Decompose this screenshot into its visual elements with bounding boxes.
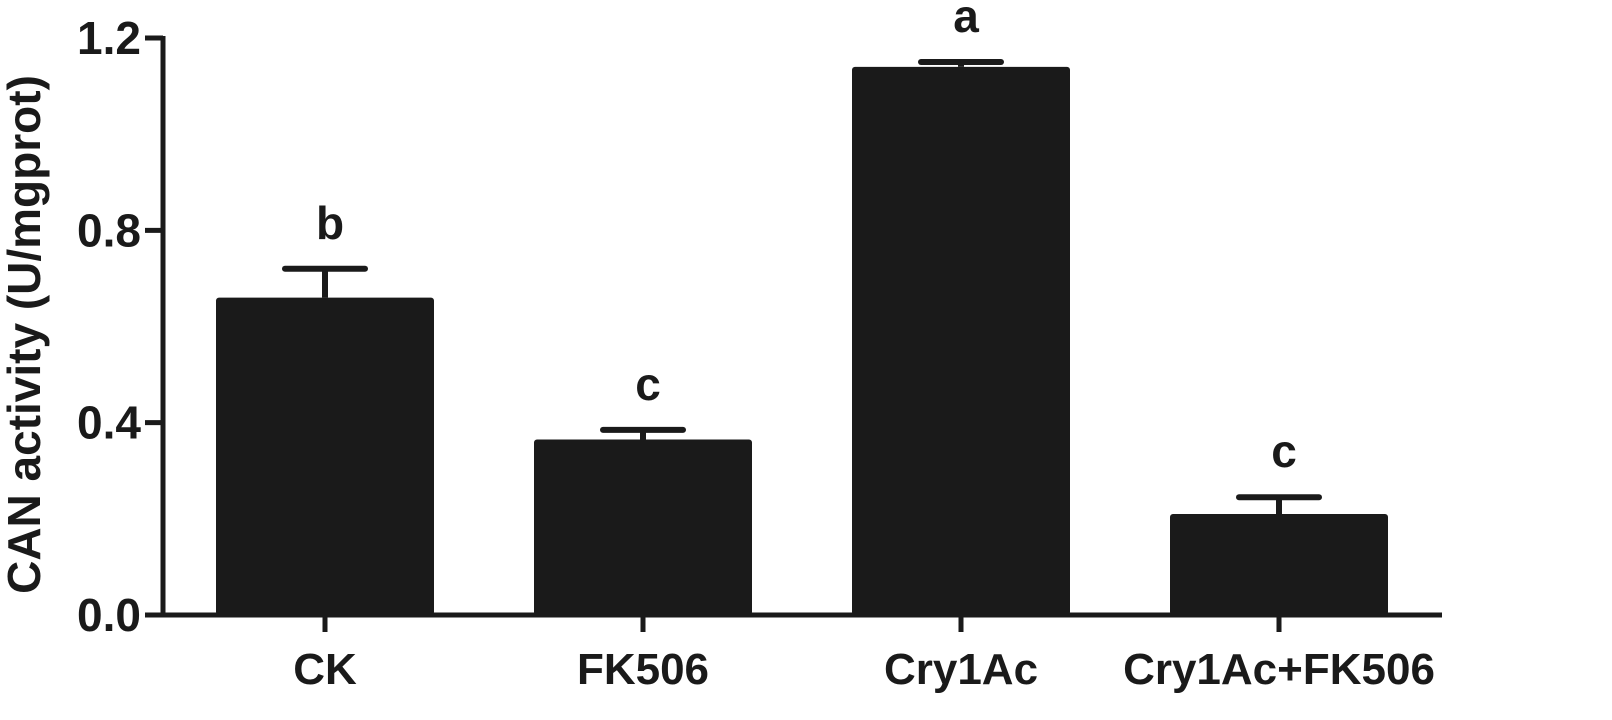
bar-fk506	[534, 439, 752, 615]
x-ticks	[322, 615, 1282, 632]
significance-label: a	[953, 0, 979, 42]
y-axis-title: CAN activity (U/mgprot)	[0, 75, 50, 594]
bars	[216, 66, 1388, 616]
bar-cry1ac	[852, 66, 1070, 616]
y-tick-label: 0.8	[77, 204, 141, 256]
error-bars	[282, 59, 1322, 515]
x-category-label: Cry1Ac	[884, 645, 1038, 694]
significance-label: b	[316, 197, 344, 249]
bar-ck	[216, 297, 434, 615]
significance-label: c	[635, 358, 661, 410]
y-ticks: 0.0 0.4 0.8 1.2	[77, 12, 163, 641]
x-category-label: Cry1Ac+FK506	[1123, 645, 1435, 694]
bar-cry1ac-fk506	[1170, 514, 1388, 615]
significance-label: c	[1271, 425, 1297, 477]
category-labels: CK FK506 Cry1Ac Cry1Ac+FK506	[293, 645, 1435, 694]
y-tick-label: 0.4	[77, 397, 141, 449]
y-tick-label: 1.2	[77, 12, 141, 64]
significance-labels: b c a c	[316, 0, 1297, 477]
x-category-label: FK506	[577, 645, 709, 694]
x-category-label: CK	[293, 645, 357, 694]
y-tick-label: 0.0	[77, 589, 141, 641]
